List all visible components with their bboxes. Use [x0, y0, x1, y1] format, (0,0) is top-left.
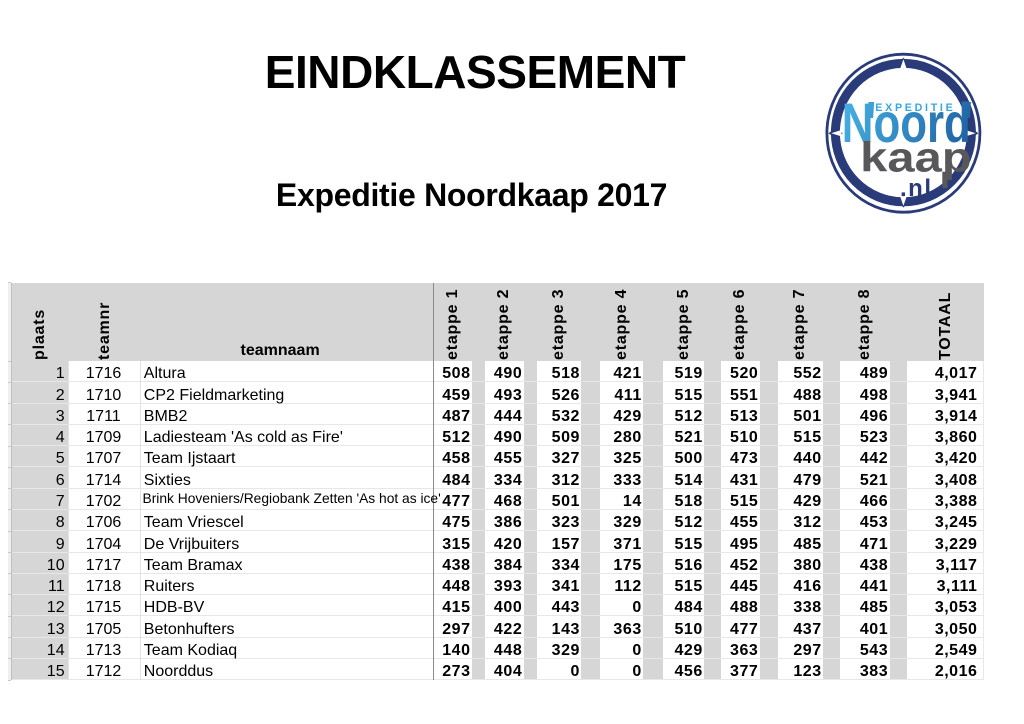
- svg-text:Noord: Noord: [842, 91, 971, 154]
- svg-text:kaap: kaap: [860, 134, 972, 181]
- svg-text:EXPEDITIE: EXPEDITIE: [875, 102, 955, 114]
- svg-text:.nl: .nl: [900, 175, 933, 202]
